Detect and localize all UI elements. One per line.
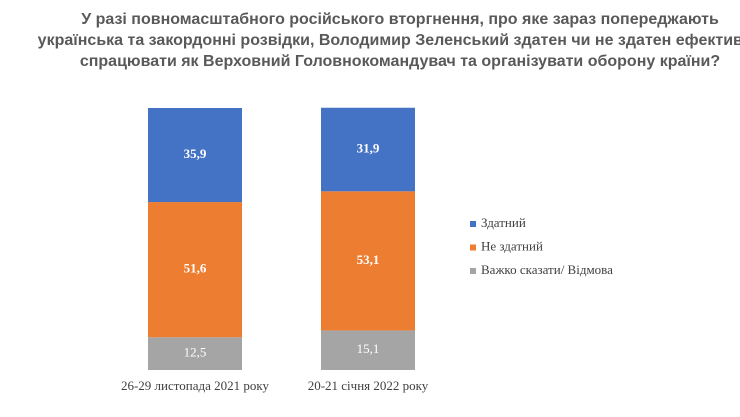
data-label: 12,5 [184,345,207,360]
chart-title: українська та закордонні розвідки, Волод… [38,32,740,49]
bar-segment [321,191,415,331]
data-label: 35,9 [184,146,207,161]
data-label: 15,1 [357,341,380,356]
data-label: 53,1 [357,252,380,267]
bar-segment [321,330,415,370]
data-label: 31,9 [357,141,380,156]
bar-segment [321,107,415,192]
data-label: 51,6 [184,261,207,276]
legend-swatch [470,244,476,251]
bar-segment [148,202,242,338]
legend-swatch [470,221,476,227]
legend-label: Важко сказати/ Відмова [481,262,613,277]
bar-segment [148,108,242,203]
x-tick-label: 20-21 січня 2022 року [308,378,429,393]
bar-segment [148,337,242,370]
x-tick-label: 26-29 листопада 2021 року [121,378,270,393]
legend-label: Здатний [481,215,526,230]
legend-swatch [470,268,476,274]
chart-title: спрацювати як Верховний Головнокомандува… [80,53,720,70]
chart-title: У разі повномасштабного російського втор… [81,11,719,28]
legend-label: Не здатний [481,238,543,253]
